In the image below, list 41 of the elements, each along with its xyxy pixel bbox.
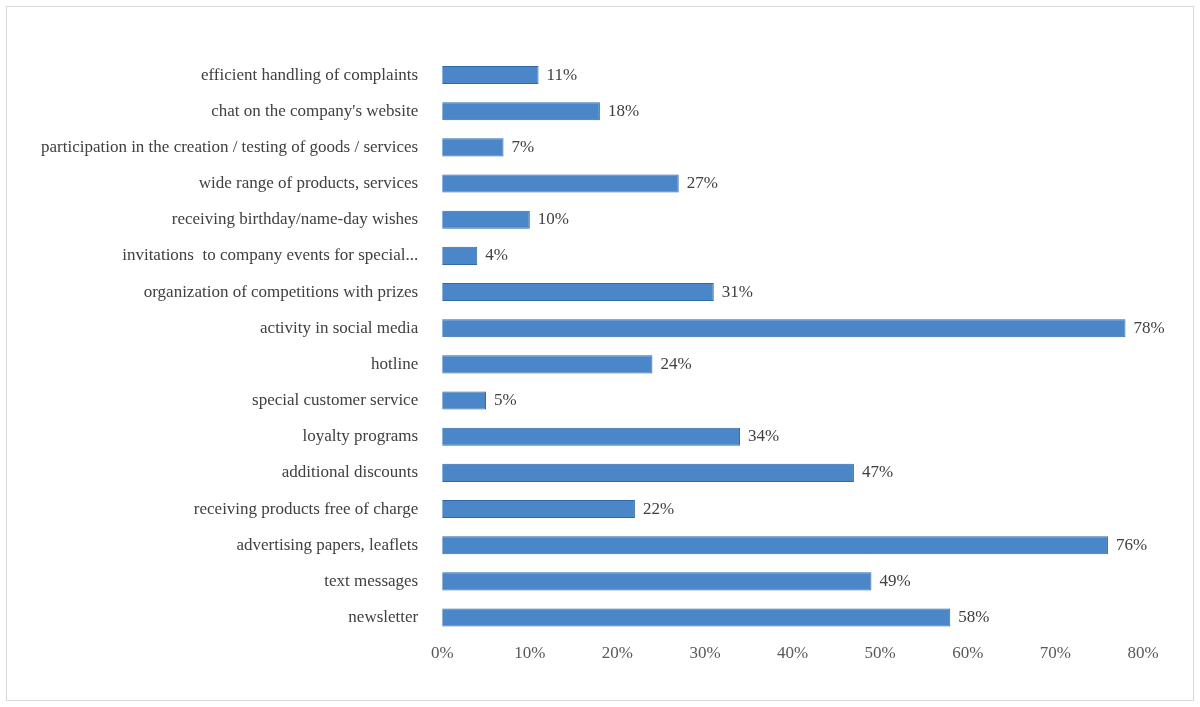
data-label: 11% <box>546 64 578 84</box>
x-tick-label: 30% <box>689 643 721 663</box>
data-label: 58% <box>958 606 990 626</box>
y-tick-label: additional discounts <box>281 462 419 482</box>
data-label: 4% <box>485 245 508 265</box>
data-label: 10% <box>537 209 569 229</box>
y-tick-label: wide range of products, services <box>198 173 419 193</box>
x-tick-label: 0% <box>430 643 454 663</box>
x-tick-label: 50% <box>864 643 896 663</box>
data-label: 18% <box>607 100 640 120</box>
x-tick-label: 40% <box>777 643 809 663</box>
y-tick-label: efficient handling of complaints <box>200 64 419 84</box>
data-label: 7% <box>511 136 535 156</box>
data-label: 47% <box>861 462 894 482</box>
y-tick-label: chat on the company's website <box>211 100 419 120</box>
x-tick-label: 60% <box>952 643 984 663</box>
y-tick-label: special customer service <box>252 390 419 410</box>
data-label: 78% <box>1133 317 1165 337</box>
y-tick-label: organization of competitions with prizes <box>143 281 419 301</box>
data-label: 34% <box>748 426 780 446</box>
data-label: 24% <box>660 353 692 373</box>
data-label: 5% <box>494 390 517 410</box>
data-label: 31% <box>721 281 753 301</box>
x-tick-label: 10% <box>514 643 546 663</box>
data-label: 27% <box>686 173 718 193</box>
y-tick-label: newsletter <box>348 606 419 626</box>
data-label: 76% <box>1115 534 1148 554</box>
y-tick-label: invitations to company events for special... <box>122 245 419 265</box>
y-tick-label: advertising papers, leaflets <box>236 534 419 554</box>
y-tick-label: loyalty programs <box>302 426 419 446</box>
x-tick-label: 20% <box>601 643 633 663</box>
data-label: 49% <box>879 570 911 590</box>
x-tick-label: 80% <box>1127 643 1159 663</box>
data-label: 22% <box>642 498 675 518</box>
y-tick-label: hotline <box>370 353 419 373</box>
y-tick-label: activity in social media <box>260 317 419 337</box>
y-tick-label: participation in the creation / testing of goods / services <box>40 136 419 156</box>
y-tick-label: receiving products free of charge <box>193 498 419 518</box>
y-tick-label: receiving birthday/name-day wishes <box>171 209 419 229</box>
x-tick-label: 70% <box>1039 643 1071 663</box>
y-tick-label: text messages <box>324 570 419 590</box>
